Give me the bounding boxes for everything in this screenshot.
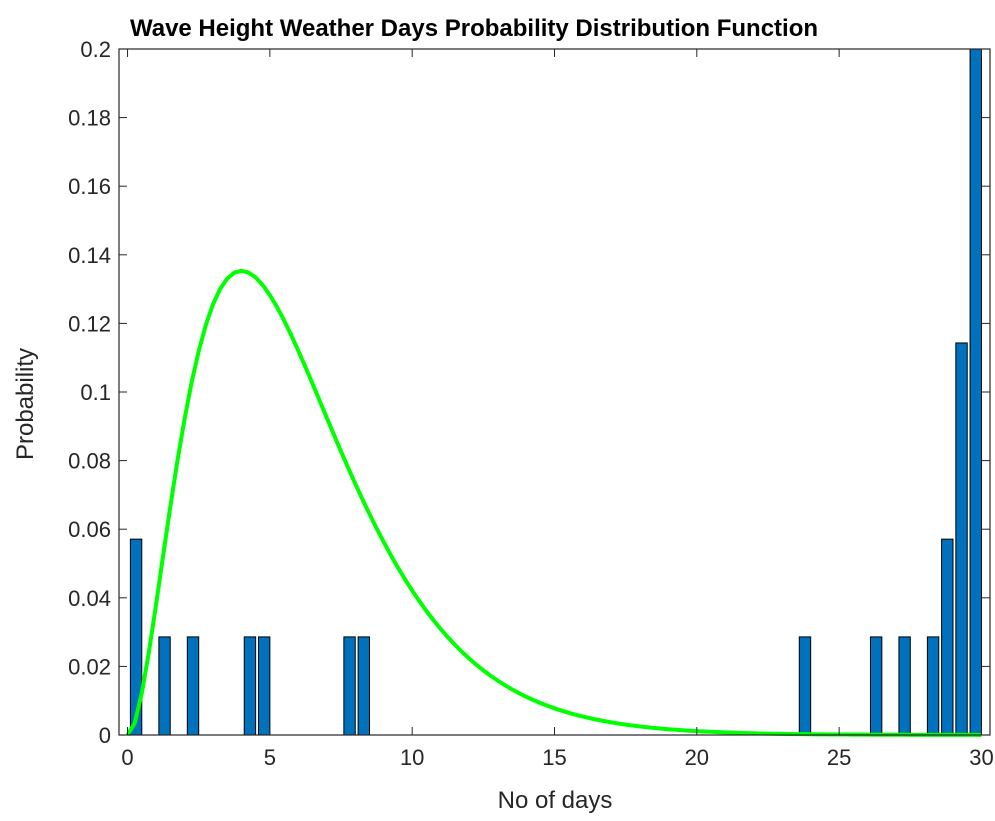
x-tick-label: 5 <box>264 745 276 770</box>
x-tick-label: 0 <box>121 745 133 770</box>
bar <box>158 636 171 736</box>
bar <box>343 636 356 736</box>
x-tick-label: 25 <box>827 745 851 770</box>
y-tick-label: 0 <box>99 723 111 748</box>
x-tick-label: 30 <box>969 745 993 770</box>
bar <box>257 636 271 736</box>
bar <box>969 48 982 736</box>
y-tick-label: 0.14 <box>68 243 111 268</box>
bar <box>955 342 968 736</box>
y-tick-label: 0.16 <box>68 174 111 199</box>
y-axis-label: Probability <box>12 348 39 460</box>
bar <box>357 636 370 736</box>
bar <box>243 636 257 736</box>
x-tick-label: 10 <box>400 745 424 770</box>
x-tick-label: 15 <box>542 745 566 770</box>
bar <box>941 538 954 736</box>
y-tick-label: 0.06 <box>68 517 111 542</box>
y-tick-label: 0.18 <box>68 106 111 131</box>
y-tick-label: 0.04 <box>68 586 111 611</box>
x-tick-label: 20 <box>685 745 709 770</box>
plot-area: 0 5 10 15 20 25 30 0 0.02 0.04 0.06 0.08 0.1 0.12 0.14… <box>68 37 994 770</box>
axes-box <box>118 48 991 736</box>
bar <box>186 636 200 736</box>
bar <box>869 636 883 736</box>
y-tick-label: 0.12 <box>68 311 111 336</box>
y-tick-label: 0.1 <box>80 380 111 405</box>
bar <box>926 636 940 736</box>
y-tick-label: 0.02 <box>68 654 111 679</box>
y-tick-label: 0.08 <box>68 449 111 474</box>
x-axis-label: No of days <box>498 787 613 814</box>
bar <box>898 636 911 736</box>
chart-title: Wave Height Weather Days Probability Dis… <box>130 15 818 42</box>
bar <box>798 636 812 736</box>
y-tick-label: 0.2 <box>80 37 111 62</box>
